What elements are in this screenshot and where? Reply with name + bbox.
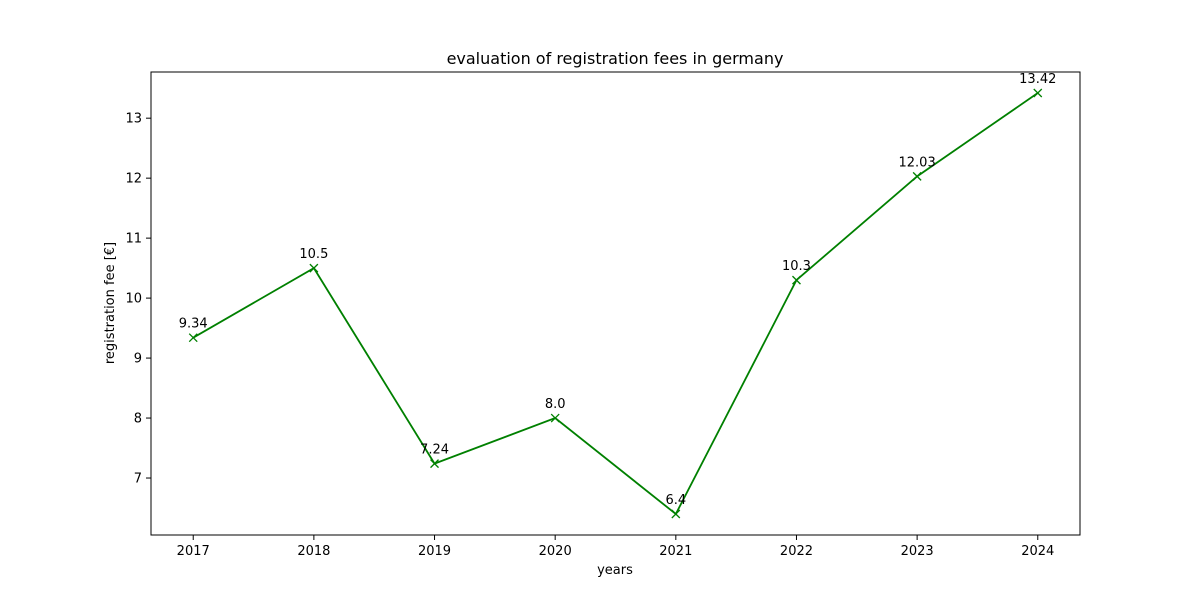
data-label: 10.5 [299,247,328,262]
series-layer: 9.34 10.5 7.24 8.0 6.4 10.3 12.03 13.42 [179,72,1056,519]
data-label: 6.4 [665,493,686,508]
x-axis: 2017 2018 2019 2020 2021 2022 2023 2024 [177,535,1054,559]
data-label: 7.24 [420,443,449,458]
data-point-marker [912,171,922,181]
data-point-marker [309,263,319,273]
data-point-marker [792,275,801,285]
data-point-marker [430,459,439,469]
y-axis: 7 8 9 10 11 12 13 [125,112,151,487]
y-tick-label: 10 [125,292,142,307]
data-point-marker [188,333,198,343]
y-tick-label: 9 [134,352,142,367]
x-axis-label: years [597,563,633,578]
x-tick-label: 2020 [539,544,572,559]
data-label: 10.3 [782,259,811,274]
x-tick-label: 2023 [901,544,934,559]
plot-area [150,71,1081,536]
data-point-marker [550,413,560,423]
y-tick-label: 12 [125,172,142,187]
data-label: 9.34 [179,317,208,332]
data-label: 12.03 [899,155,936,170]
x-tick-label: 2018 [297,544,330,559]
series-line [192,92,1039,516]
chart-title: evaluation of registration fees in germa… [447,49,784,68]
data-point-marker [1033,88,1043,98]
data-label: 13.42 [1019,72,1056,87]
y-axis-label: registration fee [€] [103,242,118,364]
x-tick-label: 2024 [1021,544,1054,559]
y-tick-label: 7 [134,472,142,487]
x-tick-label: 2022 [780,544,813,559]
x-tick-label: 2017 [177,544,210,559]
x-tick-label: 2019 [418,544,451,559]
x-tick-label: 2021 [659,544,692,559]
data-label: 8.0 [545,397,566,412]
y-tick-label: 11 [125,232,142,247]
y-tick-label: 13 [125,112,142,127]
data-point-marker [671,509,681,519]
y-tick-label: 8 [134,412,142,427]
